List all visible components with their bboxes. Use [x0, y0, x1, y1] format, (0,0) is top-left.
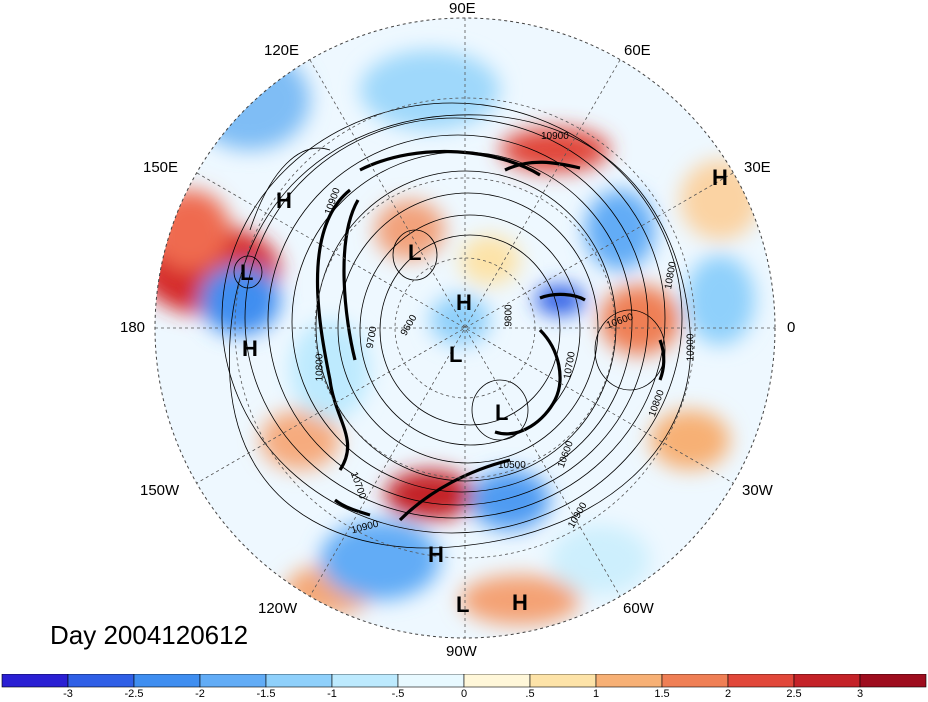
colorbar-swatch	[67, 674, 135, 688]
colorbar-swatch	[133, 674, 201, 688]
contour-label: 9800	[503, 304, 515, 327]
lon-label-60w: 60W	[623, 600, 654, 617]
colorbar-tick-label: -2	[195, 688, 205, 700]
colorbar-swatch	[595, 674, 663, 688]
date-title: Day 2004120612	[50, 620, 249, 650]
colorbar-swatch	[859, 674, 927, 688]
lon-label-120e: 120E	[264, 42, 300, 59]
contour-label: 10800	[314, 353, 326, 382]
lon-label-30e: 30E	[744, 159, 771, 176]
lon-label-120w: 120W	[258, 600, 298, 617]
contour-label: 10900	[685, 333, 697, 362]
colorbar-tick-label: -1	[327, 688, 337, 700]
colorbar-tick-label: 2.5	[786, 688, 802, 700]
lon-label-60e: 60E	[624, 42, 651, 59]
pressure-center-high: H	[242, 336, 258, 361]
colorbar-tick-label: 1.5	[654, 688, 670, 700]
colorbar-swatch	[661, 674, 729, 688]
colorbar-swatch	[463, 674, 531, 688]
lon-label-150e: 150E	[143, 159, 179, 176]
lon-label-90e: 90E	[449, 0, 476, 17]
colorbar-tick-label: 1	[592, 688, 600, 700]
lon-label-90w: 90W	[446, 643, 477, 660]
pressure-center-high: H	[512, 590, 528, 615]
colorbar-swatch	[1, 674, 69, 688]
colorbar-tick-label: 3	[856, 688, 864, 700]
lon-label-180: 180	[120, 319, 146, 336]
colorbar-swatch	[199, 674, 267, 688]
graticule	[155, 18, 775, 638]
pressure-center-low: L	[240, 260, 254, 285]
colorbar-swatch	[331, 674, 399, 688]
colorbar	[1, 674, 927, 688]
colorbar-swatch	[265, 674, 333, 688]
pressure-center-high: H	[456, 290, 472, 315]
height-contours	[221, 102, 692, 549]
lon-label-0: 0	[787, 319, 796, 336]
lon-label-30w: 30W	[742, 482, 773, 499]
pressure-center-low: L	[449, 342, 463, 367]
map-boundary	[154, 17, 776, 639]
pressure-center-high: H	[276, 188, 292, 213]
colorbar-tick-label: -3	[63, 688, 73, 700]
colorbar-swatch	[397, 674, 465, 688]
contour-label: 10900	[541, 131, 569, 142]
colorbar-tick-label: -2.5	[124, 688, 144, 700]
pressure-center-low: L	[495, 400, 509, 425]
pressure-center-high: H	[428, 542, 444, 567]
colorbar-tick-label: -1.5	[256, 688, 276, 700]
colorbar-tick-label: .5	[525, 688, 535, 700]
colorbar-swatch	[727, 674, 795, 688]
pressure-center-low: L	[408, 240, 422, 265]
lon-label-150w: 150W	[140, 482, 180, 499]
pressure-center-high: H	[712, 165, 728, 190]
colorbar-tick-label: 0	[460, 688, 468, 700]
colorbar-swatch	[793, 674, 861, 688]
pressure-center-low: L	[456, 592, 470, 617]
contour-label: 10500	[498, 460, 526, 471]
colorbar-tick-label: 2	[724, 688, 732, 700]
colorbar-tick-label: -.5	[391, 688, 405, 700]
colorbar-swatch	[529, 674, 597, 688]
